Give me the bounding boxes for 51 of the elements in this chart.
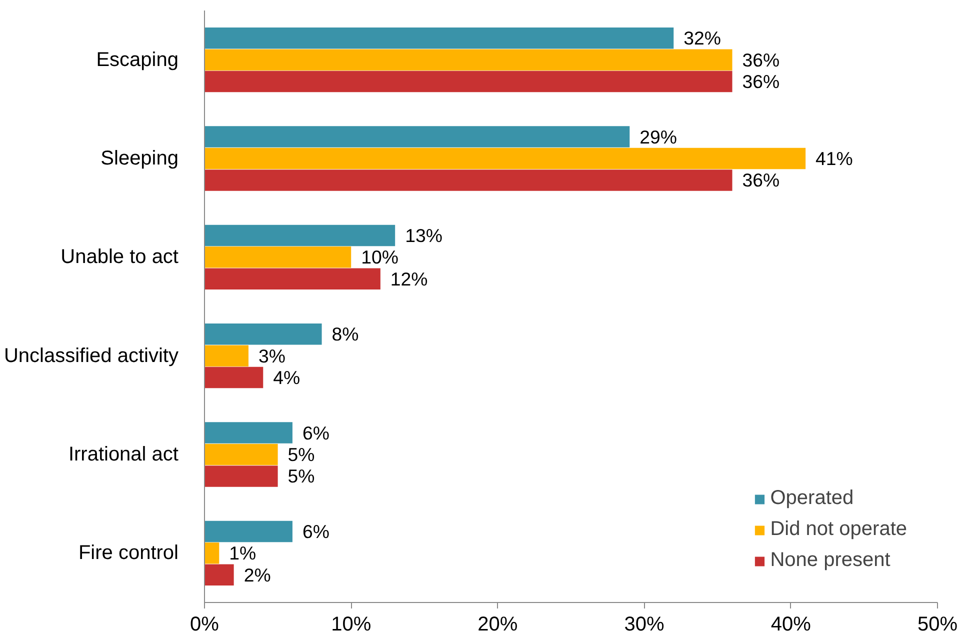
bar <box>204 148 806 170</box>
legend-label: None present <box>770 549 890 572</box>
data-label: 6% <box>302 422 330 444</box>
x-tick-label: 20% <box>478 614 518 636</box>
bar <box>204 366 264 388</box>
y-tick-label: Irrational act <box>68 444 179 466</box>
data-label: 5% <box>288 444 315 465</box>
data-label: 36% <box>742 71 780 92</box>
bar <box>204 422 292 444</box>
y-tick-label: Sleeping <box>100 148 178 170</box>
data-label: 4% <box>273 367 300 388</box>
data-label: 36% <box>742 170 780 191</box>
data-label: 8% <box>332 324 359 345</box>
data-label: 5% <box>288 466 315 487</box>
x-tick-label: 40% <box>770 614 812 636</box>
x-tick-label: 10% <box>331 614 372 636</box>
legend-label: Did not operate <box>770 518 907 541</box>
x-tick-label: 0% <box>190 614 220 636</box>
data-label: 2% <box>244 564 271 586</box>
y-tick-label: Unable to act <box>60 246 179 268</box>
bar <box>204 246 352 268</box>
bar <box>204 70 732 92</box>
bar <box>204 27 674 49</box>
data-label: 6% <box>302 520 330 542</box>
bar <box>204 564 234 586</box>
bar <box>204 49 732 70</box>
data-label: 3% <box>258 345 286 366</box>
data-label: 41% <box>816 148 853 169</box>
bar <box>204 345 248 366</box>
bar <box>204 268 380 290</box>
data-label: 32% <box>684 28 721 49</box>
y-tick-label: Escaping <box>96 48 179 71</box>
bar <box>204 466 278 487</box>
data-label: 29% <box>640 126 677 148</box>
bar <box>204 444 278 466</box>
data-label: 10% <box>361 246 398 268</box>
bar <box>204 542 220 564</box>
bar <box>204 126 630 148</box>
bar <box>204 323 322 345</box>
data-label: 1% <box>229 542 256 564</box>
x-tick-label: 30% <box>624 614 665 636</box>
bar <box>204 520 292 542</box>
legend-label: Operated <box>770 487 854 510</box>
y-tick-label: Fire control <box>78 542 178 564</box>
data-label: 12% <box>390 268 428 290</box>
data-label: 13% <box>405 224 442 246</box>
data-label: 36% <box>742 49 780 70</box>
bar <box>204 170 732 191</box>
y-tick-label: Unclassified activity <box>4 344 179 367</box>
bar <box>204 224 396 246</box>
x-tick-label: 50% <box>917 614 958 636</box>
